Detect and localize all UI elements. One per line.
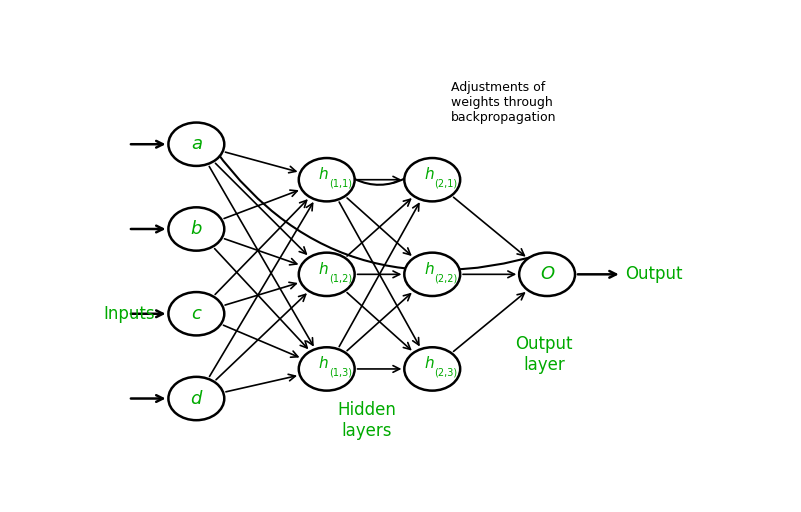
Text: (2,3): (2,3) [434,368,457,378]
Text: a: a [191,135,202,153]
Ellipse shape [299,252,355,296]
Text: (2,1): (2,1) [434,179,457,188]
Ellipse shape [168,292,224,335]
Ellipse shape [168,207,224,251]
Text: b: b [191,220,202,238]
Ellipse shape [299,158,355,201]
Ellipse shape [299,347,355,391]
Text: h: h [425,356,434,371]
Text: c: c [191,305,201,323]
Text: h: h [425,167,434,182]
Text: Inputs: Inputs [103,305,155,323]
Ellipse shape [168,122,224,166]
Text: (1,2): (1,2) [328,273,352,283]
Text: Hidden
layers: Hidden layers [337,401,396,440]
Ellipse shape [405,252,460,296]
Text: (1,3): (1,3) [329,368,352,378]
Ellipse shape [168,377,224,420]
Text: h: h [319,356,328,371]
Text: h: h [425,262,434,276]
Text: Output: Output [625,265,682,283]
Text: d: d [191,390,202,408]
Text: Output
layer: Output layer [515,335,573,374]
Ellipse shape [519,252,575,296]
Text: h: h [319,262,328,276]
Text: O: O [540,265,554,283]
Ellipse shape [405,347,460,391]
Text: (1,1): (1,1) [329,179,352,188]
Text: (2,2): (2,2) [434,273,457,283]
Text: Adjustments of
weights through
backpropagation: Adjustments of weights through backpropa… [451,81,557,124]
Text: h: h [319,167,328,182]
Ellipse shape [405,158,460,201]
